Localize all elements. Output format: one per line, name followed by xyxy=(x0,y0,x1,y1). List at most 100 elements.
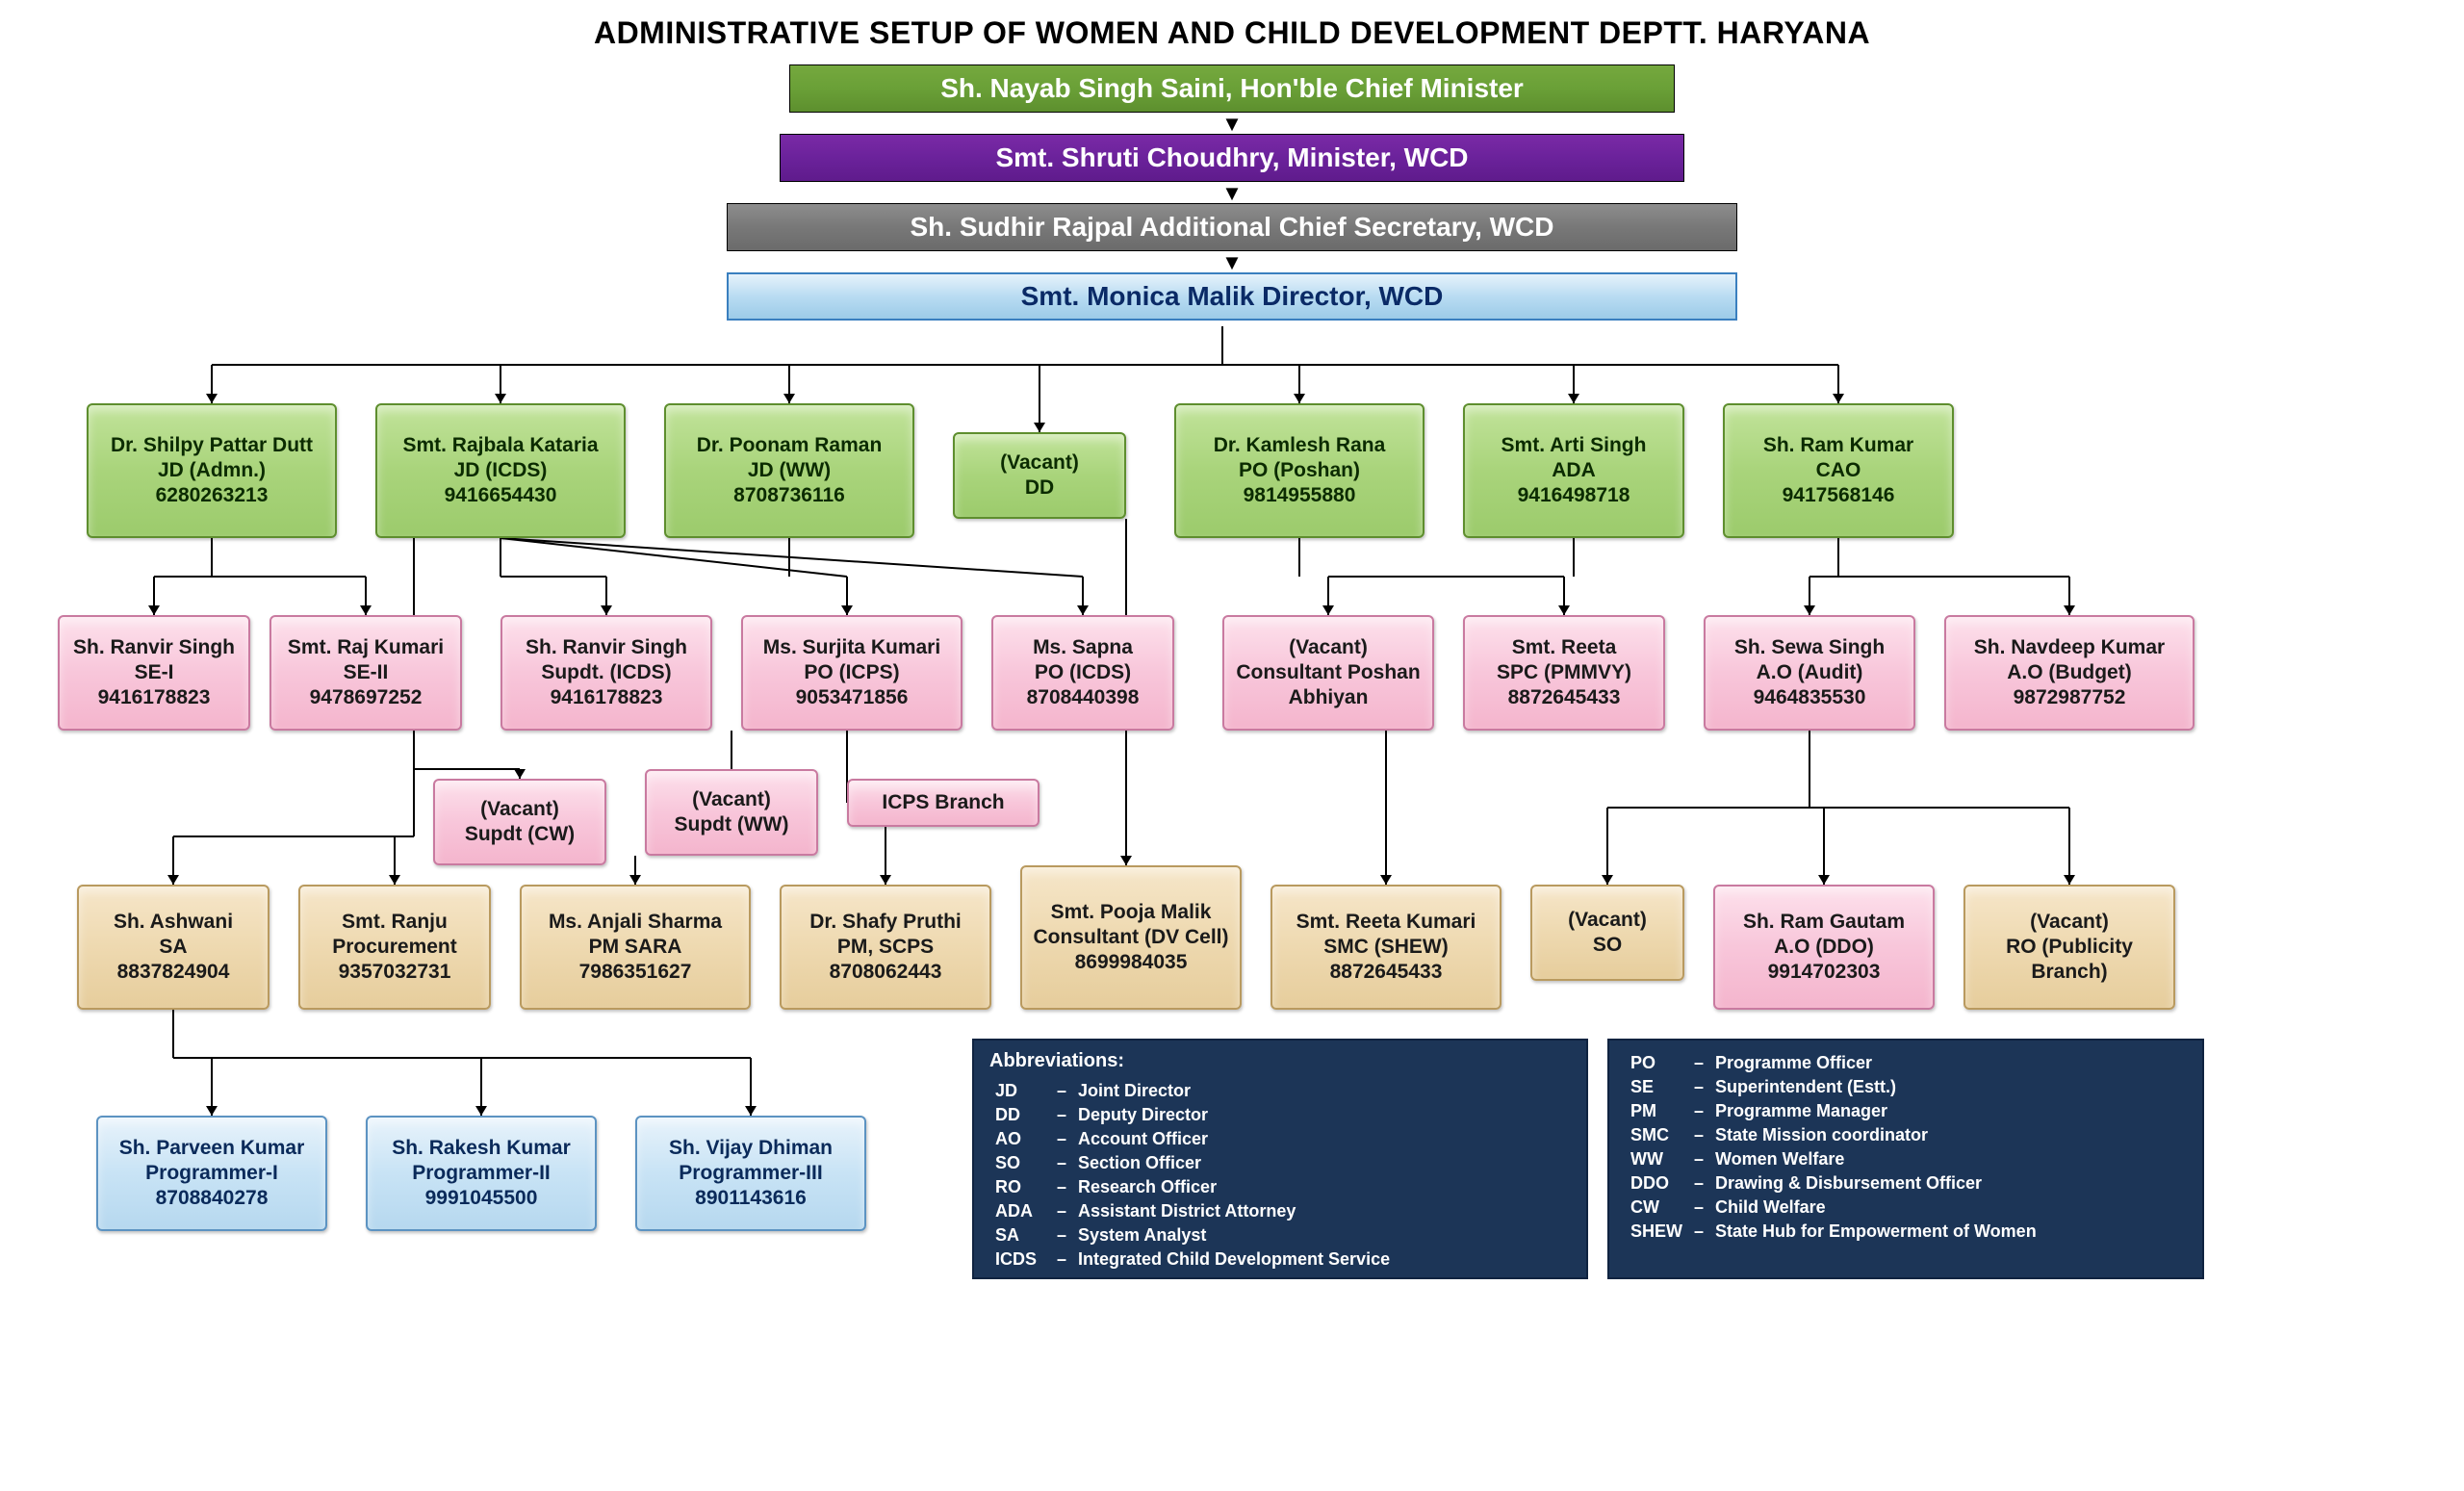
abbreviations-box: PO–Programme OfficerSE–Superintendent (E… xyxy=(1607,1039,2204,1279)
node-jd-admn: Dr. Shilpy Pattar DuttJD (Admn.)62802632… xyxy=(87,403,337,538)
node-phone: 9914702303 xyxy=(1768,960,1881,985)
abbrev-header: Abbreviations: xyxy=(989,1050,1571,1072)
node-prog3: Sh. Vijay DhimanProgrammer-III8901143616 xyxy=(635,1116,866,1231)
node-name: Sh. Ram Kumar xyxy=(1763,433,1913,458)
node-name: Smt. Ranju xyxy=(342,910,448,935)
node-name: Sh. Ranvir Singh xyxy=(73,635,235,660)
node-supdt-icds: Sh. Ranvir SinghSupdt. (ICDS)9416178823 xyxy=(500,615,712,731)
node-role: Programmer-III xyxy=(679,1161,822,1186)
node-spc-pmmvy: Smt. ReetaSPC (PMMVY)8872645433 xyxy=(1463,615,1665,731)
node-phone: 9416498718 xyxy=(1518,483,1630,508)
node-role: Programmer-II xyxy=(412,1161,551,1186)
node-role: JD (WW) xyxy=(748,458,831,483)
node-role: A.O (Budget) xyxy=(2007,660,2131,685)
node-role: PM SARA xyxy=(589,935,682,960)
node-role: PO (Poshan) xyxy=(1239,458,1360,483)
node-smc-shew: Smt. Reeta KumariSMC (SHEW)8872645433 xyxy=(1270,885,1502,1010)
node-role: ADA xyxy=(1552,458,1596,483)
node-name: Dr. Kamlesh Rana xyxy=(1214,433,1386,458)
node-name: Dr. Poonam Raman xyxy=(697,433,883,458)
abbreviations-box: Abbreviations: JD–Joint DirectorDD–Deputy… xyxy=(972,1039,1588,1279)
node-phone: 9416654430 xyxy=(445,483,557,508)
node-name: Sh. Navdeep Kumar xyxy=(1974,635,2165,660)
node-role: Programmer-I xyxy=(145,1161,278,1186)
node-role: SPC (PMMVY) xyxy=(1497,660,1631,685)
node-name: Ms. Anjali Sharma xyxy=(549,910,722,935)
node-se2: Smt. Raj KumariSE-II9478697252 xyxy=(270,615,462,731)
node-cao: Sh. Ram KumarCAO9417568146 xyxy=(1723,403,1954,538)
node-jd-icds: Smt. Rajbala KatariaJD (ICDS)9416654430 xyxy=(375,403,626,538)
node-role: ICPS Branch xyxy=(882,790,1004,815)
node-name: Ms. Sapna xyxy=(1033,635,1133,660)
abbrev-table: PO–Programme OfficerSE–Superintendent (E… xyxy=(1625,1050,2042,1245)
node-role: A.O (Audit) xyxy=(1757,660,1863,685)
node-name: Sh. Parveen Kumar xyxy=(119,1136,305,1161)
node-role: SE-II xyxy=(344,660,389,685)
node-phone: 9991045500 xyxy=(425,1186,538,1211)
node-dd: (Vacant)DD xyxy=(953,432,1126,519)
node-role: Procurement xyxy=(332,935,457,960)
node-ao-budget: Sh. Navdeep KumarA.O (Budget)9872987752 xyxy=(1944,615,2194,731)
node-phone: 9416178823 xyxy=(551,685,663,710)
node-sa: Sh. AshwaniSA8837824904 xyxy=(77,885,270,1010)
node-phone: 8708440398 xyxy=(1027,685,1140,710)
abbrev-table: JD–Joint DirectorDD–Deputy DirectorAO–Ac… xyxy=(989,1078,1396,1272)
node-phone: 8901143616 xyxy=(695,1186,807,1211)
top-chain: Sh. Nayab Singh Saini, Hon'ble Chief Min… xyxy=(10,64,2454,321)
node-name: Dr. Shilpy Pattar Dutt xyxy=(111,433,313,458)
node-phone: 9357032731 xyxy=(339,960,451,985)
node-phone: 9814955880 xyxy=(1244,483,1356,508)
node-phone: 8708062443 xyxy=(830,960,942,985)
node-jd-ww: Dr. Poonam RamanJD (WW)8708736116 xyxy=(664,403,914,538)
node-ao-audit: Sh. Sewa SinghA.O (Audit)9464835530 xyxy=(1704,615,1915,731)
node-po-icps: Ms. Surjita KumariPO (ICPS)9053471856 xyxy=(741,615,962,731)
node-role: SE-I xyxy=(135,660,174,685)
node-supdt-ww: (Vacant)Supdt (WW) xyxy=(645,769,818,856)
node-role: A.O (DDO) xyxy=(1774,935,1874,960)
node-name: Smt. Arti Singh xyxy=(1502,433,1647,458)
node-role: Supdt. (ICDS) xyxy=(541,660,671,685)
node-prog2: Sh. Rakesh KumarProgrammer-II9991045500 xyxy=(366,1116,597,1231)
node-supdt-cw: (Vacant)Supdt (CW) xyxy=(433,779,606,865)
org-canvas: Dr. Shilpy Pattar DuttJD (Admn.)62802632… xyxy=(10,326,2454,1481)
top-bar-2: Sh. Sudhir Rajpal Additional Chief Secre… xyxy=(727,203,1737,251)
node-phone: 9417568146 xyxy=(1783,483,1895,508)
node-phone: 9416178823 xyxy=(98,685,211,710)
node-name: Ms. Surjita Kumari xyxy=(763,635,940,660)
node-phone: 8708840278 xyxy=(156,1186,269,1211)
node-name: Smt. Rajbala Kataria xyxy=(402,433,598,458)
top-bar-3: Smt. Monica Malik Director, WCD xyxy=(727,272,1737,321)
node-phone: 8872645433 xyxy=(1508,685,1621,710)
node-name: Smt. Pooja Malik xyxy=(1051,900,1212,925)
top-bar-0: Sh. Nayab Singh Saini, Hon'ble Chief Min… xyxy=(789,64,1675,113)
node-phone: 9053471856 xyxy=(796,685,909,710)
node-role: PO (ICPS) xyxy=(804,660,899,685)
node-name: (Vacant) xyxy=(1000,450,1079,476)
node-ao-ddo: Sh. Ram GautamA.O (DDO)9914702303 xyxy=(1713,885,1935,1010)
node-so: (Vacant)SO xyxy=(1530,885,1684,981)
node-phone: 8872645433 xyxy=(1330,960,1443,985)
node-procure: Smt. RanjuProcurement9357032731 xyxy=(298,885,491,1010)
node-ada: Smt. Arti SinghADA9416498718 xyxy=(1463,403,1684,538)
down-arrow-icon: ▼ xyxy=(10,186,2454,201)
node-po-icds: Ms. SapnaPO (ICDS)8708440398 xyxy=(991,615,1174,731)
node-name: Sh. Rakesh Kumar xyxy=(392,1136,571,1161)
node-name: Sh. Ranvir Singh xyxy=(526,635,687,660)
node-phone: 7986351627 xyxy=(579,960,692,985)
node-name: (Vacant) xyxy=(480,797,559,822)
node-name: Dr. Shafy Pruthi xyxy=(809,910,962,935)
page-title: ADMINISTRATIVE SETUP OF WOMEN AND CHILD … xyxy=(10,15,2454,51)
node-cons-poshan: (Vacant)Consultant Poshan Abhiyan xyxy=(1222,615,1434,731)
node-role: Supdt (CW) xyxy=(465,822,575,847)
node-name: Smt. Raj Kumari xyxy=(288,635,444,660)
node-phone: 8837824904 xyxy=(117,960,230,985)
node-role: DD xyxy=(1025,476,1054,501)
node-name: (Vacant) xyxy=(1289,635,1368,660)
node-name: Sh. Ram Gautam xyxy=(1743,910,1905,935)
node-name: Smt. Reeta xyxy=(1512,635,1617,660)
node-phone: 8708736116 xyxy=(733,483,845,508)
node-phone: 9872987752 xyxy=(2014,685,2126,710)
node-role: Consultant Poshan Abhiyan xyxy=(1232,660,1424,711)
node-role: SA xyxy=(159,935,187,960)
node-po-poshan: Dr. Kamlesh RanaPO (Poshan)9814955880 xyxy=(1174,403,1424,538)
